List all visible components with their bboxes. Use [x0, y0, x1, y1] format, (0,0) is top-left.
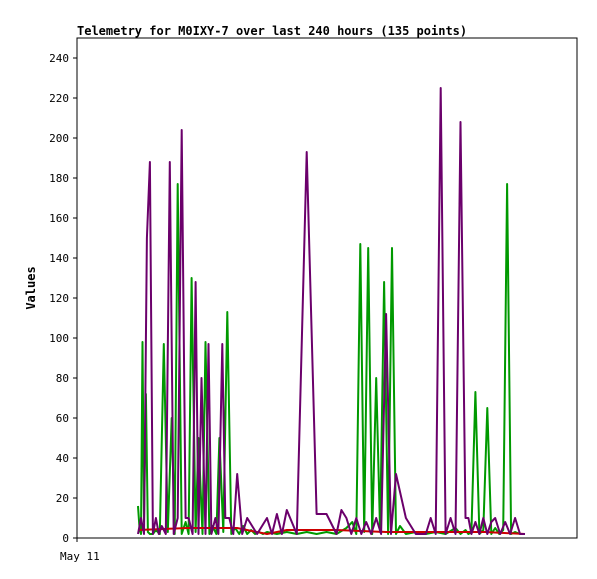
y-tick-label: 20 [56, 492, 69, 505]
y-axis-label: Values [24, 266, 38, 309]
x-tick-label: May 11 [60, 550, 100, 563]
chart-title: Telemetry for M0IXY-7 over last 240 hour… [77, 24, 467, 38]
y-tick-label: 0 [62, 532, 69, 545]
y-tick-label: 240 [49, 52, 69, 65]
x-axis: May 11 [60, 538, 100, 563]
y-tick-label: 120 [49, 292, 69, 305]
y-axis: 0 20 40 60 80 100 120 140 160 180 200 220 240 [49, 52, 77, 545]
y-tick-label: 180 [49, 172, 69, 185]
y-tick-label: 160 [49, 212, 69, 225]
y-tick-label: 200 [49, 132, 69, 145]
y-tick-label: 220 [49, 92, 69, 105]
y-tick-label: 140 [49, 252, 69, 265]
y-tick-label: 40 [56, 452, 69, 465]
series-layer [137, 87, 526, 535]
series-line-3 [137, 87, 525, 535]
y-tick-label: 80 [56, 372, 69, 385]
y-tick-label: 60 [56, 412, 69, 425]
plot-area [76, 37, 578, 539]
y-tick-label: 100 [49, 332, 69, 345]
